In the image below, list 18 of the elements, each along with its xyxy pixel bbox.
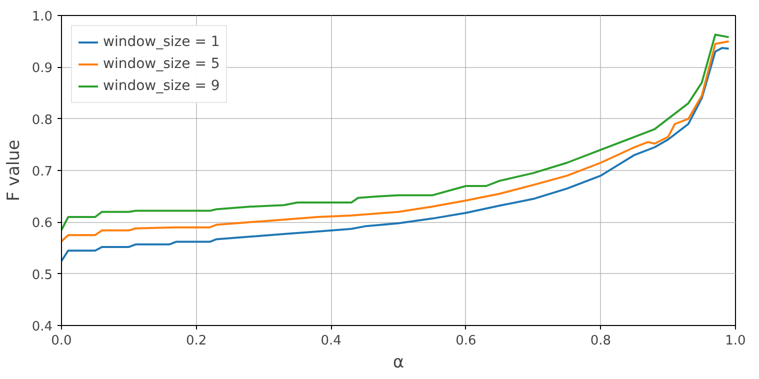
legend-label: window_size = 5 [103,56,220,72]
x-tick-label: 0.0 [51,334,72,348]
y-tick-label: 0.4 [32,320,53,334]
y-tick-label: 0.8 [32,112,53,128]
x-tick-label: 0.2 [186,334,207,348]
legend-label: window_size = 1 [103,34,220,50]
y-tick-label: 0.5 [32,268,53,283]
legend-label: window_size = 9 [103,78,220,94]
y-tick-label: 1.0 [32,10,53,24]
y-tick-label: 0.6 [32,216,53,232]
x-axis-title: α [392,352,404,372]
x-tick-label: 0.4 [320,334,342,348]
y-axis-title: F value [4,140,24,202]
y-tick-label: 0.9 [32,61,53,76]
x-tick-label: 0.6 [456,334,476,348]
y-tick-label: 0.7 [32,164,53,180]
x-tick-label: 1.0 [725,334,746,348]
x-tick-label: 0.8 [590,334,612,348]
